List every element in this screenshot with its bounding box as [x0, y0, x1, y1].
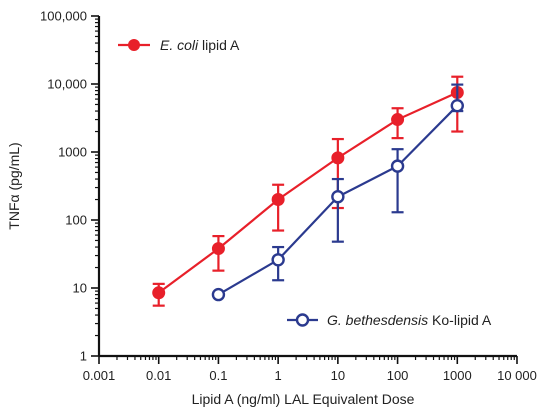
- legend-label: G. bethesdensis Ko-lipid A: [327, 312, 492, 328]
- y-tick-label: 10: [73, 281, 87, 296]
- data-point: [271, 253, 285, 267]
- y-axis-title: TNFα (pg/mL): [6, 142, 22, 229]
- x-tick-label: 0.01: [146, 368, 171, 383]
- y-tick-label: 100,000: [40, 9, 87, 24]
- x-tick-label: 1: [275, 368, 282, 383]
- series-2: [211, 83, 464, 302]
- data-point: [211, 242, 225, 256]
- series-1: [152, 75, 464, 307]
- legend-label: E. coli lipid A: [160, 37, 240, 53]
- x-tick-label: 10 000: [497, 368, 537, 383]
- series-line: [158, 91, 458, 294]
- legend-item-2: G. bethesdensis Ko-lipid A: [287, 312, 492, 328]
- x-tick-label: 0.001: [83, 368, 116, 383]
- data-point: [152, 286, 166, 300]
- x-tick-label: 1000: [443, 368, 472, 383]
- x-tick-label: 0.1: [209, 368, 227, 383]
- legend-marker: [128, 39, 140, 51]
- data-point: [391, 113, 405, 127]
- y-tick-label: 100: [65, 213, 87, 228]
- data-point: [390, 159, 405, 173]
- legend-layer: E. coli lipid A G. bethesdensis Ko-lipid …: [118, 37, 492, 328]
- series-layer: [152, 75, 464, 307]
- legend-item-1: E. coli lipid A: [118, 37, 240, 53]
- x-tick-label: 100: [387, 368, 409, 383]
- x-axis-title: Lipid A (ng/ml) LAL Equivalent Dose: [192, 391, 415, 407]
- y-tick-label: 10,000: [47, 77, 87, 92]
- data-point: [211, 287, 226, 302]
- data-point: [331, 190, 345, 204]
- axes: 0.001 0.01 0.1 1 10 100 1000 10 000 1 10 100 1000 10…: [40, 9, 537, 384]
- data-point: [331, 151, 345, 165]
- x-tick-label: 10: [331, 368, 345, 383]
- legend-marker: [295, 313, 310, 327]
- y-tick-label: 1000: [58, 145, 87, 160]
- data-point: [271, 193, 285, 207]
- data-point: [450, 98, 464, 113]
- y-tick-label: 1: [80, 349, 87, 364]
